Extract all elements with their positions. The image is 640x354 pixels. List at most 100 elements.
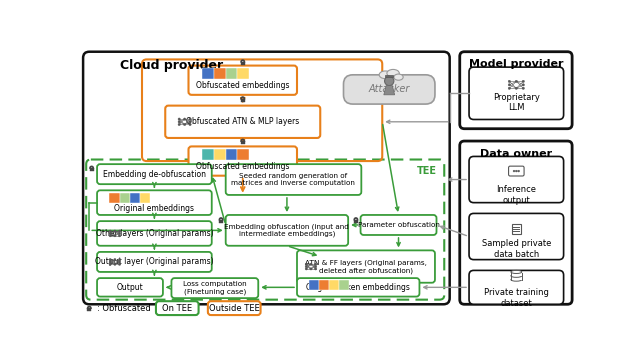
Bar (202, 68, 214, 79)
Ellipse shape (387, 69, 399, 77)
Ellipse shape (379, 71, 392, 79)
Circle shape (305, 268, 307, 270)
Ellipse shape (394, 74, 403, 80)
FancyBboxPatch shape (297, 250, 435, 283)
FancyBboxPatch shape (469, 67, 564, 120)
Bar (88, 308, 92, 311)
Circle shape (109, 263, 111, 266)
Text: Seeded random generation of
matrices and inverse computation: Seeded random generation of matrices and… (231, 173, 355, 186)
FancyBboxPatch shape (360, 215, 436, 235)
FancyBboxPatch shape (189, 147, 297, 176)
FancyBboxPatch shape (297, 278, 419, 297)
Circle shape (522, 87, 524, 90)
Bar (385, 75, 393, 77)
Text: Inference
output: Inference output (497, 185, 536, 205)
Bar (214, 68, 226, 79)
FancyBboxPatch shape (344, 75, 435, 104)
Text: Obfuscated embeddings: Obfuscated embeddings (196, 162, 289, 171)
Text: Outside TEE: Outside TEE (209, 304, 260, 313)
Bar (354, 219, 358, 223)
Text: Embedding obfuscation (input and
intermediate embeddings): Embedding obfuscation (input and interme… (225, 223, 349, 238)
Text: Obfuscated ATN & MLP layers: Obfuscated ATN & MLP layers (186, 117, 300, 126)
Bar (319, 280, 329, 290)
Circle shape (522, 80, 524, 82)
FancyBboxPatch shape (189, 65, 297, 95)
Circle shape (178, 121, 180, 123)
Bar (140, 193, 150, 202)
FancyBboxPatch shape (469, 213, 564, 259)
Circle shape (109, 235, 111, 237)
FancyBboxPatch shape (97, 164, 212, 184)
FancyBboxPatch shape (460, 141, 572, 304)
Circle shape (184, 123, 186, 126)
Ellipse shape (511, 270, 522, 274)
Bar (339, 280, 349, 290)
FancyBboxPatch shape (86, 160, 444, 299)
Bar (329, 280, 339, 290)
Text: Obfuscated embeddings: Obfuscated embeddings (196, 81, 289, 90)
FancyBboxPatch shape (165, 105, 320, 138)
Circle shape (109, 261, 111, 263)
Text: Embedding de-obfuscation: Embedding de-obfuscation (103, 170, 206, 179)
Bar (512, 224, 521, 234)
Circle shape (178, 123, 180, 126)
Circle shape (109, 258, 111, 261)
Circle shape (178, 118, 180, 120)
Bar (120, 193, 129, 202)
Circle shape (118, 232, 121, 235)
Text: Sampled private
data batch: Sampled private data batch (482, 239, 551, 258)
Bar (237, 68, 249, 79)
FancyBboxPatch shape (97, 221, 212, 246)
Circle shape (189, 123, 191, 126)
Bar (241, 141, 244, 144)
FancyBboxPatch shape (83, 52, 450, 304)
Circle shape (114, 258, 116, 261)
FancyBboxPatch shape (172, 278, 259, 298)
Bar (226, 68, 237, 79)
Circle shape (114, 235, 116, 237)
Circle shape (314, 266, 317, 268)
Circle shape (522, 84, 524, 86)
Circle shape (314, 268, 317, 270)
Bar (237, 149, 249, 160)
Circle shape (508, 80, 511, 82)
Circle shape (515, 87, 518, 90)
FancyBboxPatch shape (226, 164, 362, 195)
FancyBboxPatch shape (469, 270, 564, 304)
Text: Proprietary
LLM: Proprietary LLM (493, 93, 540, 112)
Bar (241, 99, 244, 102)
Circle shape (508, 84, 511, 86)
FancyBboxPatch shape (97, 252, 212, 272)
Circle shape (508, 87, 511, 90)
Circle shape (513, 170, 515, 172)
Circle shape (118, 258, 121, 261)
Text: Original token embeddings: Original token embeddings (307, 283, 410, 292)
Bar (109, 193, 120, 202)
Ellipse shape (511, 274, 522, 277)
Text: Cloud provider: Cloud provider (120, 59, 223, 73)
Circle shape (305, 263, 307, 266)
Bar (511, 276, 522, 280)
Circle shape (114, 263, 116, 266)
FancyBboxPatch shape (208, 301, 260, 315)
Text: Output layer (Original params): Output layer (Original params) (95, 257, 214, 267)
Text: Data owner: Data owner (480, 149, 552, 159)
Bar (129, 193, 140, 202)
Bar (90, 168, 93, 171)
FancyBboxPatch shape (509, 166, 524, 176)
Text: Private training
dataset: Private training dataset (484, 289, 548, 308)
Bar (511, 273, 522, 276)
Text: TEE: TEE (417, 166, 436, 176)
Circle shape (518, 170, 520, 172)
Circle shape (189, 118, 191, 120)
Bar (202, 149, 214, 160)
FancyBboxPatch shape (156, 301, 198, 315)
Circle shape (310, 268, 312, 270)
Text: Model provider: Model provider (469, 59, 564, 69)
Bar (219, 219, 223, 223)
Circle shape (184, 118, 186, 120)
FancyBboxPatch shape (460, 52, 572, 129)
Circle shape (114, 230, 116, 232)
Circle shape (515, 80, 518, 82)
Text: : Obfuscated: : Obfuscated (97, 304, 151, 313)
